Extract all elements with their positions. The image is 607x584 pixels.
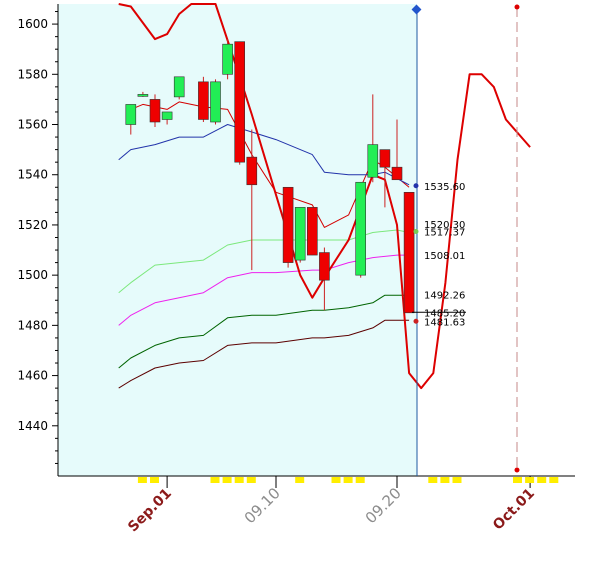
candle-body [319,252,330,281]
date-marker [137,477,147,483]
value-label: 1508.01 [424,251,465,262]
y-tick-label: 1480 [17,318,48,332]
date-marker [210,477,220,483]
candle-body [367,144,379,178]
date-marker [513,477,522,483]
date-marker [440,477,450,483]
date-markers [137,477,559,483]
y-axis: 1440 1460 1480 1500 1520 1540 1560 1580 1600 [17,4,59,476]
candle-body [391,166,403,181]
value-label: 1517.37 [424,228,465,239]
candle-body [379,149,391,168]
date-marker [295,477,305,483]
y-tick-label: 1520 [17,218,48,232]
candle-body [161,111,173,120]
y-tick-label: 1580 [17,67,48,81]
date-marker [355,477,365,483]
candle-body [173,76,185,98]
series-line [118,294,410,369]
candle-body [210,81,221,123]
value-label: 1520.30 [424,220,465,231]
y-tick-label: 1500 [17,268,48,282]
candle-body [125,104,137,125]
value-label: 1481.63 [424,317,465,328]
date-marker [150,477,159,483]
date-marker [549,477,559,483]
date-marker [428,477,438,483]
y-tick-label: 1540 [17,168,48,182]
value-label: 1492.26 [424,291,465,302]
candles [125,39,415,314]
series-line [118,319,410,389]
candle-body [282,186,294,263]
y-tick-label: 1440 [17,419,48,433]
candle-body [355,181,367,276]
candle-body [198,81,209,120]
y-tick-label: 1560 [17,118,48,132]
value-label: 1535.60 [424,182,465,193]
candle-body [403,191,415,314]
y-tick-label: 1460 [17,369,48,383]
date-marker [343,477,353,483]
candle-body [222,43,233,75]
date-marker [537,477,547,483]
label-anchor-point [413,318,419,324]
date-marker [452,477,462,483]
date-marker [525,477,535,483]
candle-body [246,156,258,186]
date-marker [246,477,256,483]
series-line [118,229,410,294]
date-marker [331,477,341,483]
forecast-bottom-marker-icon [514,467,520,473]
series-line [118,254,410,326]
candle-body [294,207,306,261]
candle-body [149,99,161,123]
date-marker [234,477,244,483]
value-label: 1485.20 [424,308,465,319]
candle-body [137,94,149,97]
series-line [118,3,531,390]
date-marker [222,477,232,483]
candle-body [306,207,318,256]
y-tick-label: 1600 [17,17,48,31]
candle-body [234,41,245,163]
forecast-top-marker-icon [514,4,520,10]
label-anchor-point [413,183,419,189]
label-anchor-point [413,229,419,235]
